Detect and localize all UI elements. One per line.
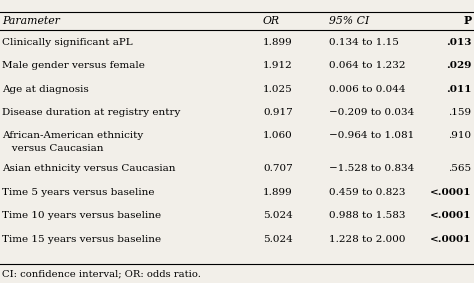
Text: 0.707: 0.707 [263, 164, 293, 173]
Text: Parameter: Parameter [2, 16, 60, 26]
Text: <.0001: <.0001 [430, 188, 472, 197]
Text: 5.024: 5.024 [263, 211, 293, 220]
Text: P: P [464, 15, 472, 26]
Text: versus Caucasian: versus Caucasian [2, 144, 104, 153]
Text: .159: .159 [448, 108, 472, 117]
Text: African-American ethnicity: African-American ethnicity [2, 132, 144, 140]
Text: <.0001: <.0001 [430, 211, 472, 220]
Text: −0.209 to 0.034: −0.209 to 0.034 [329, 108, 415, 117]
Text: Asian ethnicity versus Caucasian: Asian ethnicity versus Caucasian [2, 164, 176, 173]
Text: 1.899: 1.899 [263, 188, 293, 197]
Text: .910: .910 [448, 132, 472, 140]
Text: 1.025: 1.025 [263, 85, 293, 93]
Text: −0.964 to 1.081: −0.964 to 1.081 [329, 132, 415, 140]
Text: .013: .013 [446, 38, 472, 46]
Text: 0.064 to 1.232: 0.064 to 1.232 [329, 61, 406, 70]
Text: CI: confidence interval; OR: odds ratio.: CI: confidence interval; OR: odds ratio. [2, 269, 201, 278]
Text: Age at diagnosis: Age at diagnosis [2, 85, 89, 93]
Text: Male gender versus female: Male gender versus female [2, 61, 145, 70]
Text: 1.912: 1.912 [263, 61, 293, 70]
Text: .029: .029 [446, 61, 472, 70]
Text: 1.899: 1.899 [263, 38, 293, 46]
Text: 0.988 to 1.583: 0.988 to 1.583 [329, 211, 406, 220]
Text: Time 15 years versus baseline: Time 15 years versus baseline [2, 235, 162, 244]
Text: 0.134 to 1.15: 0.134 to 1.15 [329, 38, 399, 46]
Text: 1.228 to 2.000: 1.228 to 2.000 [329, 235, 406, 244]
Text: Time 10 years versus baseline: Time 10 years versus baseline [2, 211, 162, 220]
Text: 0.917: 0.917 [263, 108, 293, 117]
Text: OR: OR [263, 16, 280, 26]
Text: 0.006 to 0.044: 0.006 to 0.044 [329, 85, 406, 93]
Text: Disease duration at registry entry: Disease duration at registry entry [2, 108, 181, 117]
Text: Time 5 years versus baseline: Time 5 years versus baseline [2, 188, 155, 197]
Text: <.0001: <.0001 [430, 235, 472, 244]
Text: .565: .565 [448, 164, 472, 173]
Text: .011: .011 [446, 85, 472, 93]
Text: −1.528 to 0.834: −1.528 to 0.834 [329, 164, 415, 173]
Text: Clinically significant aPL: Clinically significant aPL [2, 38, 133, 46]
Text: 0.459 to 0.823: 0.459 to 0.823 [329, 188, 406, 197]
Text: 1.060: 1.060 [263, 132, 293, 140]
Text: 5.024: 5.024 [263, 235, 293, 244]
Text: 95% CI: 95% CI [329, 16, 370, 26]
